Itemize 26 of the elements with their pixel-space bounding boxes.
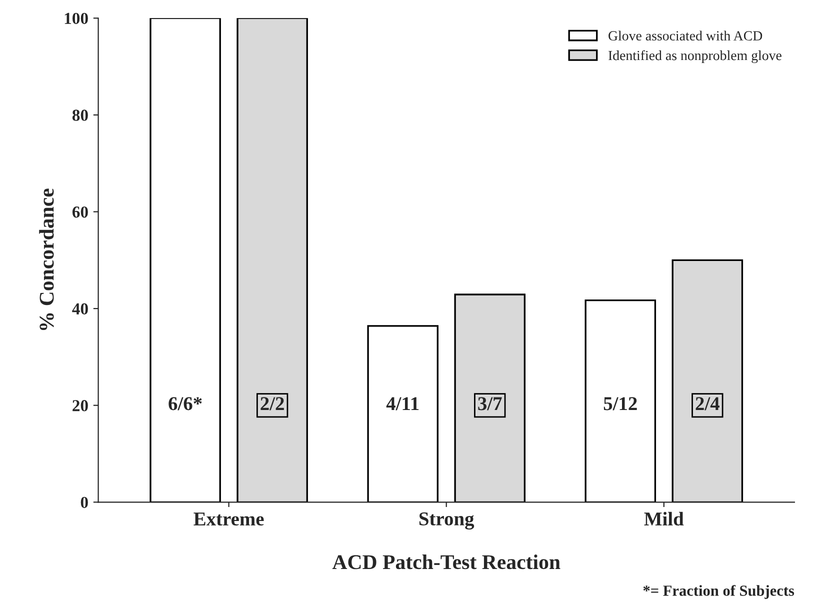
y-axis-title: % Concordance [39, 188, 54, 330]
annotation: 2/2 [260, 397, 284, 410]
annotation: 5/12 [604, 397, 637, 410]
annotation: 6/6* [168, 397, 202, 410]
bar [584, 299, 656, 502]
legend-label: Identified as nonproblem glove [608, 50, 782, 64]
bar [454, 294, 526, 502]
bar [236, 18, 308, 502]
legend-label: Glove associated with ACD [608, 30, 762, 41]
text: *= Fraction of Subjects [643, 584, 794, 599]
y-tick-label: 80 [72, 110, 88, 121]
y-tick-label: 20 [72, 400, 88, 412]
y-tick-label: 40 [72, 303, 88, 314]
x-tick-label: Extreme [194, 512, 264, 526]
bar [150, 18, 221, 502]
y-tick-label: 0 [80, 496, 88, 508]
annotation: 4/11 [386, 397, 419, 410]
annotation: 3/7 [478, 397, 502, 410]
x-axis-title: ACD Patch-Test Reaction [332, 554, 560, 570]
bar [672, 259, 744, 502]
y-tick-label: 100 [64, 12, 88, 24]
annotation: 2/4 [696, 397, 720, 410]
x-tick-label: Mild [644, 512, 684, 526]
x-tick-label: Strong [419, 512, 474, 530]
bar [367, 325, 438, 502]
y-tick-label: 60 [72, 206, 88, 218]
